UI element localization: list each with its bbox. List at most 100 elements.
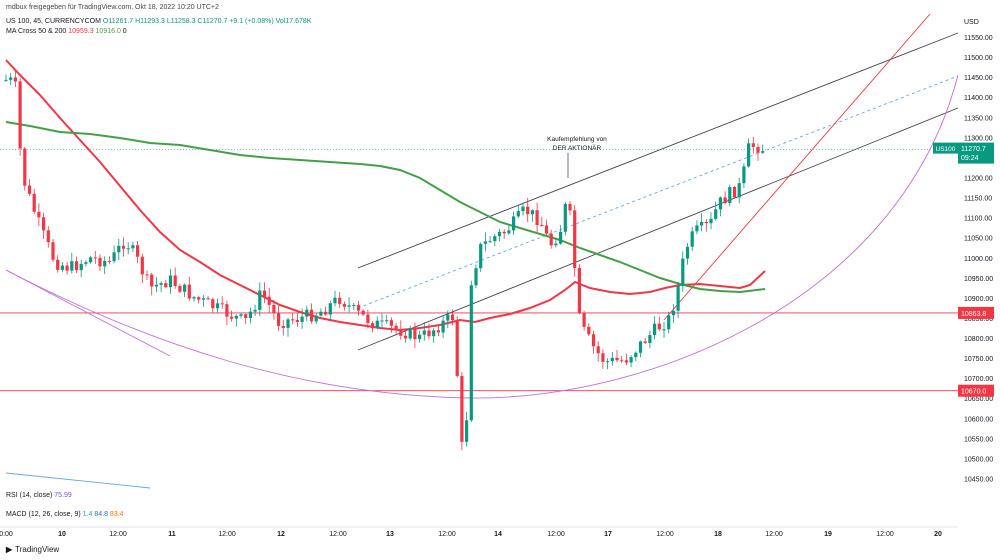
candle-body (121, 245, 126, 249)
candle-body (4, 79, 8, 81)
candle-body (413, 328, 417, 340)
ma-legend[interactable]: MA Cross 50 & 200 10959.3 10916.0 0 (6, 28, 127, 35)
candle-body (9, 77, 13, 80)
candle-body (103, 260, 107, 267)
price-tick-label: 11500.00 (964, 55, 993, 62)
candle-body (42, 217, 46, 231)
candle-body (13, 77, 17, 82)
candle-body (507, 230, 511, 234)
symbol-legend: US 100, 45, CURRENCYCOM O11261.7 H11293.… (6, 18, 311, 25)
candle-body (747, 143, 751, 167)
candle-body (319, 311, 323, 316)
candle-body (342, 303, 346, 307)
candle-body (65, 265, 69, 271)
macd-label: MACD (12, 26, close, 9) (6, 511, 81, 518)
time-tick-label: 14 (494, 531, 502, 538)
bar-countdown-text: 09:24 (961, 155, 979, 162)
channel-lower-line (357, 107, 959, 351)
macd-legend[interactable]: MACD (12, 26, close, 9) 1.4 84.8 83.4 (6, 511, 124, 518)
candle-body (732, 186, 737, 198)
currency-label: USD (964, 19, 979, 26)
annotation-line1: Kaufempfehlung von (547, 136, 607, 143)
candle-body (718, 197, 722, 210)
candle-body (587, 326, 591, 335)
price-tick-label: 11450.00 (964, 75, 993, 82)
candle-body (728, 186, 732, 204)
candle-body (277, 313, 281, 326)
candle-body (563, 203, 567, 232)
candle-body (18, 81, 22, 149)
candle-body (215, 303, 220, 309)
candle-body (643, 341, 647, 343)
candle-body (84, 262, 88, 264)
candle-body (267, 296, 271, 305)
candle-body (197, 297, 201, 300)
price-tick-label: 11200.00 (964, 175, 993, 182)
candle-body (380, 320, 384, 322)
volume-value: Vol17.678K (275, 18, 312, 25)
candle-body (394, 325, 398, 329)
price-axis[interactable]: USD 11550.00 11500.00 11450.00 11400.00 11350… (958, 0, 1000, 538)
price-tick-label: 10900.00 (964, 296, 993, 303)
time-tick-label: 11 (168, 531, 176, 538)
candle-body (107, 260, 111, 262)
candle-body (178, 285, 182, 292)
candle-body (23, 148, 27, 186)
time-axis[interactable]: 0:00 10 12:00 11 12:00 12 12:00 13 12:00 14 12:00 1… (0, 526, 958, 538)
candle-body (610, 357, 614, 362)
candle-body (756, 146, 760, 153)
candle-body (671, 310, 675, 316)
candle-body (709, 218, 713, 224)
candle-body (131, 245, 135, 249)
candle-body (328, 303, 332, 315)
candle-body (418, 334, 422, 340)
price-tick-label: 10750.00 (964, 356, 993, 363)
arc-tangent-line (5, 269, 171, 357)
candle-body (32, 193, 36, 212)
candle-body (629, 357, 633, 363)
candle-body (206, 298, 210, 300)
time-tick-label: 10 (58, 531, 66, 538)
candle-body (441, 320, 445, 333)
tradingview-logo[interactable]: ▶ TradingView (6, 545, 59, 554)
candle-body (272, 304, 276, 314)
candle-body (559, 231, 563, 244)
candle-body (37, 211, 41, 218)
candle-body (79, 263, 83, 271)
candle-body (389, 320, 393, 326)
candle-body (371, 323, 375, 329)
candle-body (145, 274, 149, 276)
candle-body (46, 230, 50, 243)
candle-body (93, 257, 97, 259)
candle-body (281, 325, 285, 328)
candle-body (521, 206, 525, 212)
time-tick-label: 18 (714, 531, 722, 538)
candle-body (126, 248, 130, 250)
candle-body (657, 323, 661, 330)
time-tick-label: 12:00 (218, 531, 236, 538)
candle-body (305, 309, 309, 317)
candle-body (295, 320, 299, 322)
rsi-legend[interactable]: RSI (14, close) 75.99 (6, 492, 72, 499)
candle-body (474, 268, 478, 286)
candle-body (422, 330, 426, 335)
price-tick-label: 11150.00 (964, 196, 992, 203)
ma-slow-line (5, 121, 766, 294)
candle-body (465, 420, 469, 442)
macd-v3: 83.4 (109, 511, 124, 518)
candle-body (408, 328, 412, 339)
candle-body (751, 143, 755, 147)
candle-body (512, 216, 516, 231)
candle-body (183, 284, 187, 292)
trend-line (663, 13, 931, 321)
candle-body (761, 151, 765, 153)
change-value: +9.1 (+0.08%) (229, 18, 274, 25)
candle-body (685, 246, 690, 259)
price-tick-label: 10600.00 (964, 416, 993, 423)
candle-body (403, 335, 408, 339)
candle-body (488, 241, 492, 243)
candle-body (460, 375, 464, 442)
candle-body (262, 290, 267, 297)
